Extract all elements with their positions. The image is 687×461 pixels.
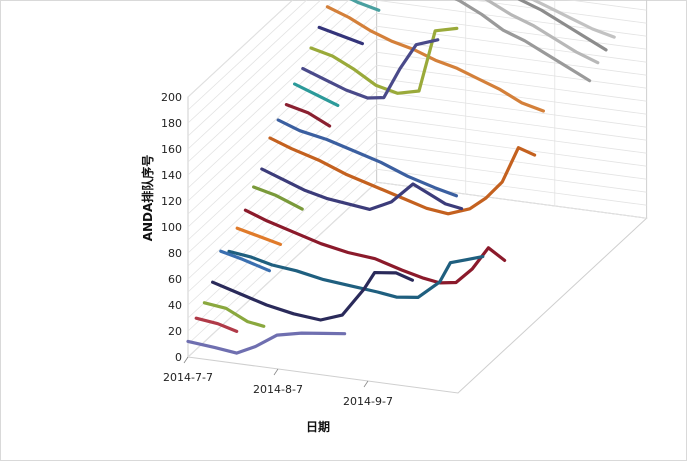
y-axis-title: ANDA排队序号 bbox=[140, 155, 155, 242]
chart-gridlines bbox=[187, 0, 647, 358]
floor bbox=[186, 181, 648, 394]
y-axis-ticks: 0 20 40 60 80 100 120 140 160 180 200 bbox=[161, 91, 182, 364]
gridline bbox=[187, 0, 336, 137]
gridline bbox=[187, 142, 647, 319]
gridline bbox=[187, 12, 647, 189]
series-line bbox=[484, 0, 600, 65]
series-line bbox=[317, 25, 364, 46]
gridline bbox=[187, 103, 647, 280]
y-tick-label: 180 bbox=[161, 117, 182, 130]
y-tick-label: 100 bbox=[161, 221, 182, 234]
x-tick-mark bbox=[273, 368, 279, 376]
gridline bbox=[187, 129, 647, 306]
series-line bbox=[243, 208, 507, 285]
y-tick-label: 140 bbox=[161, 169, 182, 182]
gridline bbox=[187, 90, 647, 267]
y-tick-label: 200 bbox=[161, 91, 182, 104]
series-line bbox=[517, 0, 608, 52]
y-tick-label: 120 bbox=[161, 195, 182, 208]
gridline bbox=[187, 181, 647, 358]
series-layer bbox=[186, 0, 616, 355]
series-line bbox=[301, 38, 440, 100]
series-line bbox=[211, 271, 414, 322]
gridline bbox=[187, 64, 647, 241]
gridline bbox=[187, 38, 647, 215]
series-line bbox=[349, 0, 381, 12]
gridline bbox=[187, 0, 308, 111]
x-tick-mark bbox=[183, 356, 189, 364]
y-tick-label: 80 bbox=[168, 247, 182, 260]
x-axis-title: 日期 bbox=[306, 419, 330, 434]
x-tick-label: 2014-7-7 bbox=[163, 371, 213, 384]
y-tick-label: 160 bbox=[161, 143, 182, 156]
y-tick-label: 40 bbox=[168, 299, 182, 312]
series-line bbox=[454, 0, 592, 83]
gridline bbox=[187, 0, 647, 150]
series-line bbox=[202, 301, 266, 328]
gridline bbox=[187, 25, 647, 202]
series-line bbox=[284, 102, 332, 128]
series-line bbox=[530, 0, 616, 39]
series-line bbox=[325, 5, 546, 113]
gridline bbox=[187, 51, 647, 228]
x-tick-label: 2014-8-7 bbox=[253, 383, 303, 396]
y-tick-label: 60 bbox=[168, 273, 182, 286]
series-line bbox=[186, 331, 347, 355]
x-tick-mark bbox=[363, 380, 369, 388]
series-line bbox=[219, 249, 271, 273]
gridline bbox=[187, 0, 647, 176]
series-line bbox=[293, 82, 340, 108]
series-line bbox=[227, 249, 485, 299]
series-line bbox=[235, 226, 282, 246]
x-tick-label: 2014-9-7 bbox=[343, 395, 393, 408]
series-line bbox=[252, 185, 304, 211]
gridline bbox=[187, 0, 294, 98]
series-line bbox=[268, 136, 537, 216]
gridline bbox=[187, 0, 322, 124]
gridline bbox=[187, 77, 647, 254]
series-line bbox=[276, 118, 458, 198]
x-axis-ticks: 2014-7-7 2014-8-7 2014-9-7 bbox=[163, 356, 393, 408]
gridline bbox=[187, 168, 647, 345]
series-line bbox=[260, 167, 464, 211]
series-line bbox=[194, 316, 239, 333]
gridline bbox=[187, 155, 647, 332]
y-tick-label: 0 bbox=[175, 351, 182, 364]
y-tick-label: 20 bbox=[168, 325, 182, 338]
